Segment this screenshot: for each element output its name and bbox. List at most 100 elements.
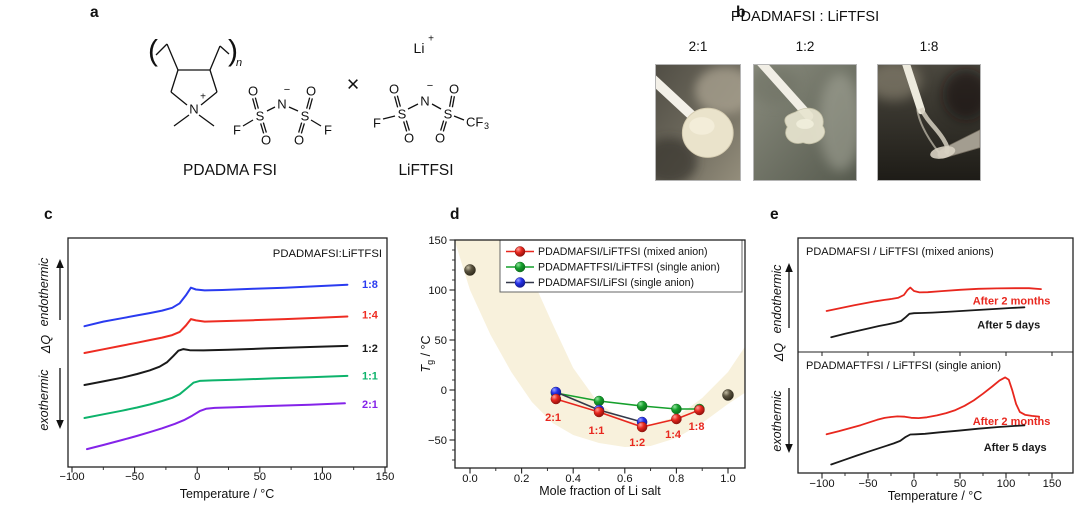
y-axis-title: Tg / °C [420, 335, 435, 372]
bokeh-highlight [695, 66, 740, 115]
legend-label: PDADMAFSI/LiFSI (single anion) [538, 277, 694, 289]
atom-label-sym: + [200, 92, 206, 103]
series-line-1-4 [83, 315, 349, 354]
bond [242, 119, 254, 127]
marker-pdadmafsi-liftfsi-mixed-anion [694, 404, 705, 416]
photo-1-2-scene [754, 65, 856, 180]
y-tick-label: 0 [441, 385, 447, 397]
atom-label-n: N [420, 94, 429, 109]
x-tick-label: 150 [1043, 478, 1062, 490]
series-line-1-8 [83, 283, 349, 328]
x-tick-label: 0 [194, 471, 200, 483]
c-endothermic-arrow-icon [56, 259, 64, 320]
x-tick-label: −50 [859, 478, 878, 490]
bokeh-shadow [656, 137, 698, 180]
series-line-after-5-days [830, 306, 1026, 339]
panel-b-label: b [736, 4, 746, 21]
bond [155, 43, 168, 56]
double-bond [254, 97, 259, 109]
x-tick-label: 0.0 [462, 473, 478, 485]
bond [407, 103, 419, 110]
plot-box [797, 237, 1074, 474]
bokeh-shadow [942, 68, 980, 121]
marker-pdadmafsi-liftfsi-mixed-anion [671, 413, 682, 425]
photo-1-2 [753, 64, 857, 181]
bond [219, 45, 230, 55]
point-label-1-8: 1:8 [689, 421, 705, 433]
annotation: PDADMAFSI:LiFTFSI [273, 248, 382, 260]
e-exothermic-arrow-icon [785, 388, 793, 453]
series-label-1-4: 1:4 [362, 310, 379, 322]
polymer-bracket: ) [228, 35, 238, 68]
c-exothermic-arrow-icon [56, 368, 64, 429]
legend-label: PDADMAFSI/LiFTFSI (mixed anion) [538, 246, 708, 258]
double-bond [262, 122, 267, 133]
bond [170, 91, 188, 106]
legend-box [499, 239, 743, 293]
gel-highlight [796, 119, 814, 129]
atom-label-o: O [404, 131, 414, 146]
atom-label-3: 3 [484, 121, 489, 131]
panel-d-label: d [450, 206, 460, 223]
plot-box [67, 237, 388, 468]
x-tick-label: −100 [809, 478, 834, 490]
series-label-1-1: 1:1 [362, 370, 378, 382]
x-tick-label: 100 [313, 471, 332, 483]
legend-label: PDADMAFTFSI/LiFTFSI (single anion) [538, 262, 720, 274]
ratio-label-1-8: 1:8 [919, 39, 939, 54]
marker-pdadmaftfsi-liftfsi-single-anion [593, 395, 605, 407]
bond [310, 119, 322, 127]
atom-label-o: O [294, 133, 304, 148]
atom-label-s: S [256, 109, 265, 124]
disc-highlight [689, 117, 715, 135]
series-label-after-5-days: After 5 days [977, 320, 1040, 332]
photo-2-1 [655, 64, 741, 181]
series-label-after-2-months: After 2 months [973, 416, 1051, 428]
atom-label-o: O [435, 131, 445, 146]
x-tick-label: 1.0 [720, 473, 736, 485]
double-bond [403, 121, 408, 132]
molecule-caption-left: PDADMA FSI [183, 162, 277, 179]
atom-label-o: O [306, 84, 316, 99]
marker-pdadmaftfsi-liftfsi-single-anion [671, 403, 682, 415]
marker-pdadmafsi-liftfsi-mixed-anion [636, 421, 648, 433]
atom-label-o: O [449, 82, 459, 97]
chart-e: After 2 months After 5 days PDADMAFSI / Li… [797, 237, 1074, 503]
marker-pdadmafsi-liftfsi-mixed-anion [550, 393, 562, 405]
legend-marker [514, 277, 526, 288]
bond [382, 115, 396, 120]
series-label-after-2-months: After 2 months [973, 296, 1051, 308]
series-label-1-8: 1:8 [362, 279, 378, 291]
bond [200, 91, 218, 106]
polymer-bracket: ( [148, 35, 158, 68]
photo-1-8-scene [878, 65, 980, 180]
x-tick-label: 50 [954, 478, 966, 490]
glass-rod [902, 65, 926, 115]
bond [431, 103, 442, 110]
marker-pure-components [722, 389, 734, 401]
atom-label-cf: CF [466, 115, 483, 130]
x-tick-label: 0.6 [617, 473, 633, 485]
y-tick-label: 100 [428, 285, 447, 297]
atom-label-o: O [261, 133, 271, 148]
plot-box [454, 239, 746, 469]
atom-label-s: S [398, 107, 407, 122]
atom-label-s: S [444, 107, 453, 122]
double-bond [451, 96, 456, 108]
double-bond [306, 97, 311, 109]
double-bond [396, 95, 401, 107]
atom-label-o: O [389, 82, 399, 97]
y-tick-label: 150 [428, 235, 447, 247]
double-bond [298, 122, 303, 133]
atom-label-f: F [373, 116, 381, 131]
atom-label-sym: − [284, 84, 290, 96]
double-bond [394, 96, 399, 108]
bond [453, 115, 465, 121]
double-bond [300, 123, 305, 134]
legend-marker [514, 246, 526, 257]
liquid-pool [930, 146, 956, 159]
series-line-after-5-days [830, 424, 1026, 466]
point-label-1-2: 1:2 [629, 437, 645, 449]
panel-c-label: c [44, 206, 53, 223]
